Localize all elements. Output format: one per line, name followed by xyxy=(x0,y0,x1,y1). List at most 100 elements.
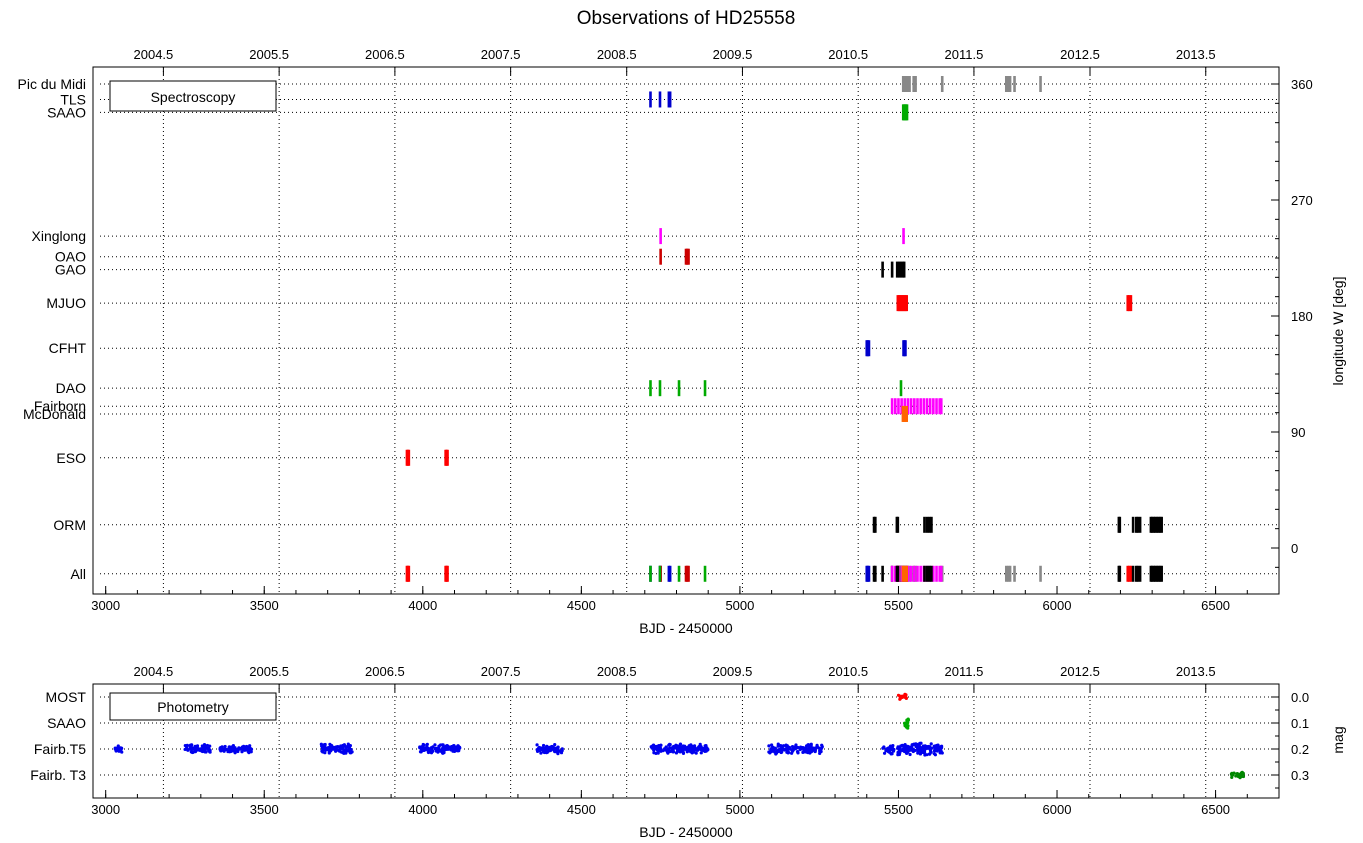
observation-mark-eso xyxy=(446,449,449,466)
photometry-point-fairb-t5 xyxy=(912,742,916,746)
photometry-point-saao xyxy=(903,724,907,728)
site-label-pic-du-midi: Pic du Midi xyxy=(18,76,86,92)
observation-mark-all xyxy=(1126,565,1130,582)
photometry-point-fairb-t5 xyxy=(560,749,564,753)
observation-mark-pic-du-midi xyxy=(1006,76,1010,92)
observation-mark-gao xyxy=(890,261,894,278)
photometry-x-tick-label: 6000 xyxy=(1043,802,1072,817)
observation-mark-orm xyxy=(1118,516,1122,533)
photometry-legend-label: Photometry xyxy=(157,699,229,715)
observation-mark-orm xyxy=(1134,516,1138,533)
photometry-point-fairb-t5 xyxy=(334,749,338,753)
photometry-point-fairb-t5 xyxy=(918,741,922,745)
photometry-point-fairb-t5 xyxy=(340,746,344,750)
photometry-point-fairb-t5 xyxy=(202,743,207,747)
photometry-top-tick-label: 2007.5 xyxy=(481,664,521,679)
photometry-panel: 3000 3500 4000 4500 5000 5500 6000 6500 2004.5 20… xyxy=(30,664,1346,840)
observation-mark-all xyxy=(1150,565,1154,582)
spectroscopy-marks xyxy=(405,76,1163,582)
photometry-point-fairb-t5 xyxy=(433,743,437,747)
observation-mark-all xyxy=(927,565,931,582)
photometry-point-fairb-t5 xyxy=(116,748,120,752)
observation-mark-saao xyxy=(905,104,909,121)
spectroscopy-site-lines xyxy=(100,83,1279,575)
photometry-point-fairb-t5 xyxy=(452,744,456,748)
observation-mark-all xyxy=(407,565,411,582)
observation-mark-dao xyxy=(658,380,662,397)
photometry-point-fairb-t5 xyxy=(553,742,557,747)
photometry-right-tick-label: 0.2 xyxy=(1291,742,1309,757)
observation-mark-orm xyxy=(1154,516,1157,533)
spectroscopy-right-tick-label: 0 xyxy=(1291,541,1298,556)
spectroscopy-grid xyxy=(162,67,1207,594)
observation-mark-all xyxy=(874,565,877,582)
observation-mark-orm xyxy=(1160,516,1163,533)
photometry-point-fairb-t5 xyxy=(673,746,677,750)
photometry-point-fairb-t5 xyxy=(183,743,187,748)
site-label-oao: OAO xyxy=(55,249,86,265)
photometry-point-fairb-t5 xyxy=(423,746,427,751)
photometry-point-fairb-t3 xyxy=(1235,772,1239,776)
photometry-top-tick-label: 2012.5 xyxy=(1060,664,1100,679)
observation-mark-tls xyxy=(668,91,672,108)
photometry-point-fairb-t5 xyxy=(667,743,671,747)
spectroscopy-labels: 3000 3500 4000 4500 5000 5500 6000 6500 2004.5 20… xyxy=(18,47,1313,613)
photometry-x-tick-label: 3000 xyxy=(91,802,120,817)
photometry-point-fairb-t5 xyxy=(703,744,707,748)
observation-mark-all xyxy=(1138,565,1142,582)
photometry-point-fairb-t5 xyxy=(654,747,659,751)
phot-site-label-fairb-t3: Fairb. T3 xyxy=(30,767,86,783)
photometry-point-fairb-t5 xyxy=(418,745,422,749)
photometry-point-fairb-t5 xyxy=(339,750,343,754)
observation-mark-xinglong xyxy=(902,228,905,245)
photometry-right-tick-label: 0.3 xyxy=(1291,768,1309,783)
photometry-point-fairb-t5 xyxy=(802,750,806,754)
photometry-point-fairb-t5 xyxy=(242,744,246,749)
observation-mark-all xyxy=(649,565,652,582)
observation-mark-orm xyxy=(930,516,933,533)
photometry-point-saao xyxy=(902,721,907,725)
spectroscopy-x-tick-label: 6500 xyxy=(1201,598,1230,613)
observation-mark-pic-du-midi xyxy=(908,76,911,92)
photometry-point-fairb-t5 xyxy=(426,750,431,755)
observation-mark-pic-du-midi xyxy=(904,76,907,92)
observation-mark-pic-du-midi xyxy=(1013,76,1016,92)
photometry-point-fairb-t5 xyxy=(699,751,703,755)
photometry-point-fairb-t5 xyxy=(770,747,774,751)
observation-mark-all xyxy=(909,565,913,582)
photometry-point-fairb-t5 xyxy=(430,749,434,753)
photometry-point-fairb-t5 xyxy=(776,742,780,746)
photometry-point-fairb-t5 xyxy=(686,745,690,749)
photometry-point-fairb-t5 xyxy=(795,749,800,754)
spectroscopy-x-tick-label: 6000 xyxy=(1043,598,1072,613)
photometry-point-fairb-t5 xyxy=(688,747,692,751)
photometry-point-fairb-t5 xyxy=(884,747,889,751)
observation-mark-all xyxy=(893,565,897,582)
spectroscopy-top-tick-label: 2012.5 xyxy=(1060,47,1100,62)
observation-mark-all xyxy=(1129,565,1133,582)
observation-mark-gao xyxy=(881,261,884,278)
spectroscopy-top-tick-label: 2009.5 xyxy=(713,47,753,62)
observation-mark-all xyxy=(1039,565,1042,582)
observation-mark-fairborn xyxy=(922,398,926,415)
photometry-top-tick-label: 2010.5 xyxy=(828,664,868,679)
spectroscopy-right-axis-label: longitude W [deg] xyxy=(1330,277,1346,386)
photometry-point-fairb-t5 xyxy=(903,742,907,747)
photometry-point-fairb-t5 xyxy=(440,750,444,755)
site-label-fairborn: Fairborn xyxy=(34,398,86,414)
photometry-point-fairb-t5 xyxy=(651,743,656,747)
photometry-x-tick-label: 4000 xyxy=(408,802,437,817)
observation-mark-orm xyxy=(1157,516,1160,533)
observation-mark-dao xyxy=(703,380,707,397)
observation-mark-mcdonald xyxy=(905,405,909,422)
photometry-right-tick-label: 0.1 xyxy=(1291,716,1309,731)
photometry-point-fairb-t5 xyxy=(915,742,919,747)
photometry-point-fairb-t5 xyxy=(933,753,937,757)
observation-mark-pic-du-midi xyxy=(1004,76,1008,92)
photometry-point-fairb-t5 xyxy=(535,743,539,747)
observation-mark-fairborn xyxy=(909,398,913,415)
photometry-point-fairb-t5 xyxy=(698,742,702,746)
photometry-point-fairb-t5 xyxy=(555,749,559,753)
photometry-point-fairb-t5 xyxy=(785,750,789,754)
site-label-gao: GAO xyxy=(55,262,86,278)
